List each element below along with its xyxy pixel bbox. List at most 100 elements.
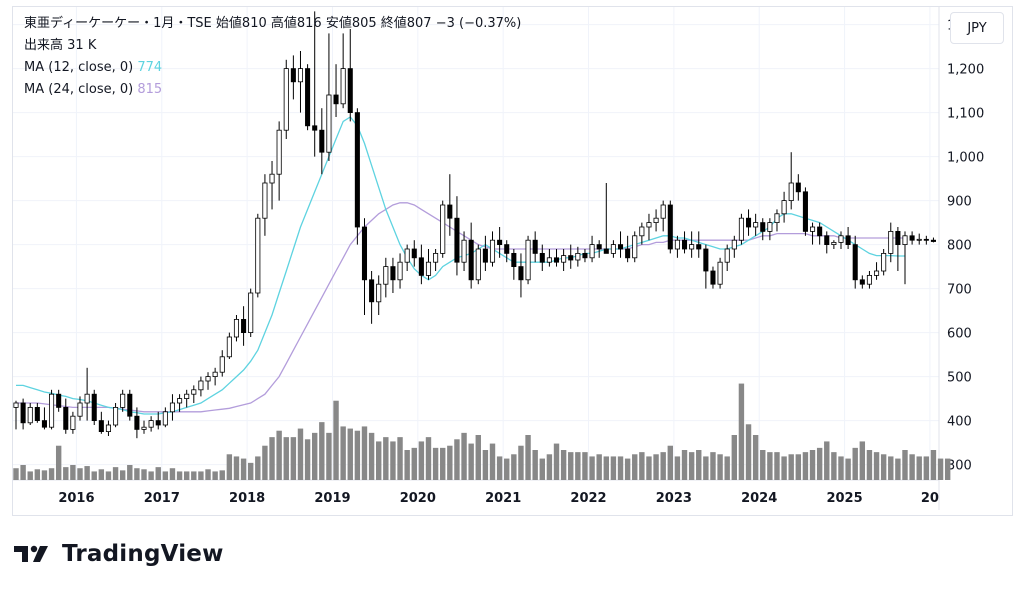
volume-bar: [859, 441, 866, 480]
volume-bar: [240, 458, 247, 480]
candle-body: [219, 356, 225, 373]
candle-body: [817, 226, 823, 237]
tradingview-logo-icon: [14, 545, 48, 562]
candle-body: [475, 248, 481, 281]
candle-body: [461, 239, 467, 263]
candle-body: [774, 213, 780, 224]
legend-volume-label[interactable]: 出来高: [24, 38, 64, 53]
candle-body: [177, 398, 183, 404]
x-tick-label: 2021: [485, 491, 521, 506]
candle-body: [340, 68, 346, 105]
candle-body: [361, 226, 368, 281]
brand-name: TradingView: [62, 541, 224, 567]
volume-bar: [546, 454, 553, 480]
volume-bar: [866, 450, 873, 480]
legend-ma24-label[interactable]: MA (24, close, 0): [24, 82, 134, 97]
tradingview-logo[interactable]: TradingView: [14, 539, 224, 569]
volume-bar: [653, 454, 659, 480]
candle-body: [824, 235, 830, 246]
y-tick-label: 600: [947, 327, 972, 342]
candle-body: [888, 230, 894, 254]
volume-bar: [212, 471, 218, 480]
candle-body: [447, 204, 453, 219]
volume-bar: [525, 435, 531, 480]
y-tick-label: 300: [947, 459, 972, 474]
currency-button[interactable]: JPY: [950, 12, 1004, 44]
volume-bar: [824, 441, 830, 480]
candle-body: [347, 68, 353, 113]
volume-bar: [440, 447, 446, 480]
candle-body: [127, 393, 133, 417]
candle-body: [376, 283, 382, 303]
candle-body: [34, 406, 40, 421]
volume-bar: [802, 452, 809, 480]
volume-bar: [489, 443, 496, 480]
candle-body: [625, 248, 631, 259]
x-tick-label: 2020: [400, 491, 436, 506]
volume-bar: [888, 456, 894, 480]
candle-body: [77, 402, 83, 417]
candle-body: [859, 279, 865, 285]
candle-body: [305, 68, 311, 127]
volume-bar: [688, 452, 695, 480]
candle-body: [198, 380, 204, 391]
volume-bar: [77, 468, 83, 480]
legend-ma12-label[interactable]: MA (12, close, 0): [24, 60, 134, 75]
volume-bar: [902, 450, 908, 480]
candle-body: [297, 68, 304, 83]
volume-bar: [411, 447, 417, 480]
x-tick-label: 2016: [58, 491, 94, 506]
candle-body: [582, 252, 588, 259]
volume-bar: [98, 469, 105, 480]
volume-bar: [162, 471, 169, 480]
candle-body: [390, 266, 396, 281]
candle-body: [276, 129, 282, 175]
volume-bar: [553, 443, 560, 480]
candle-body: [504, 244, 510, 254]
volume-bar: [383, 437, 389, 480]
volume-bar: [55, 445, 62, 480]
candle-body: [909, 235, 915, 241]
candle-body: [916, 238, 922, 241]
volume-bar: [297, 428, 304, 480]
volume-bar: [425, 437, 432, 480]
candle-body: [98, 420, 104, 433]
candle-body: [760, 222, 766, 232]
candle-body: [689, 244, 695, 250]
legend-symbol[interactable]: 東亜ディーケーケー・1月・TSE: [24, 16, 212, 31]
volume-bar: [198, 471, 204, 480]
volume-bar: [219, 470, 225, 480]
volume-bar: [589, 456, 595, 480]
candle-body: [681, 239, 688, 250]
candle-body: [539, 252, 545, 263]
volume-bar: [447, 445, 453, 480]
volume-bar: [660, 452, 666, 480]
candle-body: [56, 393, 62, 408]
volume-bar: [568, 452, 574, 480]
candle-body: [105, 424, 111, 432]
x-tick-label: 2025: [826, 491, 862, 506]
volume-bar: [283, 437, 289, 480]
candle-body: [49, 393, 55, 428]
candle-body: [810, 226, 816, 232]
volume-bar: [255, 456, 261, 480]
candle-body: [13, 402, 19, 408]
candle-body: [525, 239, 531, 281]
candle-body: [241, 318, 247, 333]
volume-bar: [518, 445, 524, 480]
candle-body: [482, 248, 488, 263]
volume-bar: [944, 458, 951, 480]
ma24-line: [16, 202, 905, 413]
candle-body: [866, 274, 872, 285]
x-tick-label: 2024: [741, 491, 777, 506]
legend-ma12-line: MA (12, close, 0) 774: [24, 58, 162, 78]
volume-bar: [774, 452, 780, 480]
candle-body: [411, 248, 417, 259]
x-tick-label: 2017: [144, 491, 180, 506]
x-tick-label: 2018: [229, 491, 265, 506]
candle-body: [113, 406, 119, 426]
candle-body: [845, 235, 851, 246]
volume-bar: [674, 456, 681, 480]
candle-body: [895, 230, 901, 245]
